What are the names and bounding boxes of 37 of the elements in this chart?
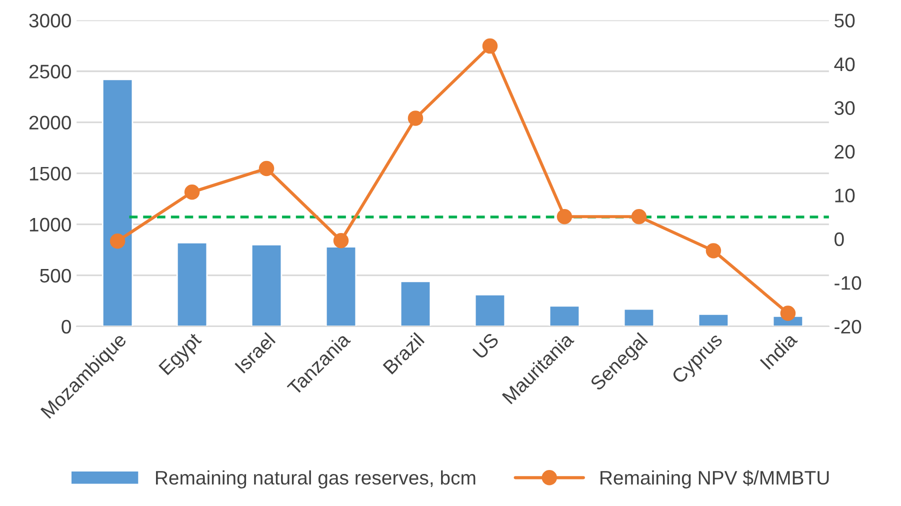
point — [482, 38, 498, 54]
y-tick-label: 1500 — [30, 166, 71, 181]
point — [408, 110, 424, 126]
bar — [250, 244, 282, 326]
bar — [102, 78, 134, 326]
y2-tick-label: 20 — [834, 144, 855, 159]
y2-tick-label: 40 — [834, 57, 855, 72]
point — [631, 208, 647, 224]
point — [110, 233, 126, 249]
bar — [325, 246, 357, 326]
y2-tick-label: 0 — [834, 232, 844, 246]
y-tick-label: 2500 — [29, 64, 71, 78]
x-tick-label: US — [472, 332, 500, 360]
point — [556, 208, 572, 224]
legend-label: Remaining NPV $/MMBTU — [600, 470, 829, 488]
y-tick-label: 2000 — [29, 116, 71, 130]
bar — [400, 280, 432, 326]
bar — [474, 294, 506, 326]
y-tick-label: 0 — [62, 320, 71, 334]
y-tick-label: 500 — [40, 268, 71, 283]
bar — [548, 305, 580, 326]
bar — [176, 242, 208, 326]
y2-tick-label: 50 — [834, 14, 855, 28]
y-tick-label: 3000 — [29, 14, 71, 28]
point — [333, 233, 349, 248]
point — [706, 243, 722, 258]
y-tick-label: 1000 — [30, 218, 71, 232]
point — [780, 306, 796, 321]
point — [258, 160, 274, 176]
point — [184, 184, 200, 200]
y2-tick-label: 30 — [834, 101, 855, 115]
y2-tick-label: -10 — [834, 276, 862, 290]
y2-tick-label: 10 — [835, 188, 855, 202]
bar — [623, 308, 655, 326]
y2-tick-label: -20 — [834, 320, 862, 334]
legend-label: Remaining natural gas reserves, bcm — [156, 470, 476, 488]
bar — [698, 313, 730, 326]
